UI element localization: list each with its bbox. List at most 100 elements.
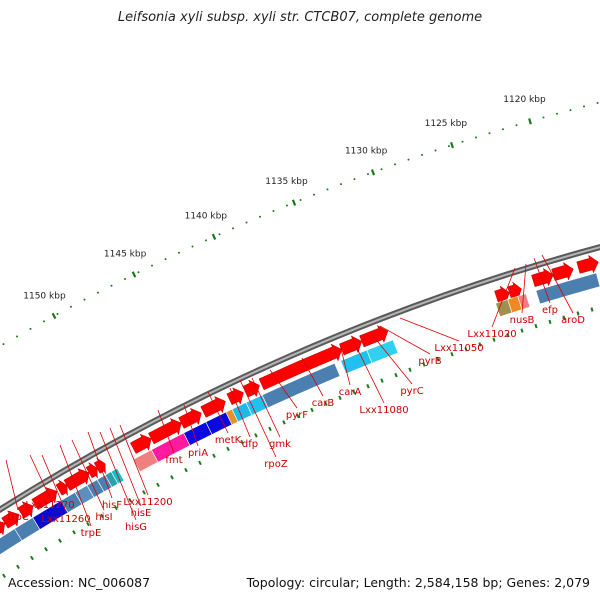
inner-tick [240,439,244,445]
forward-gene-4 [31,487,58,510]
callout-line [157,409,175,454]
inner-tick [422,362,426,367]
gene-label-lxx11270: Lxx11270 [25,500,74,511]
scale-major-tick [211,233,217,240]
gene-label-hise: hisE [131,508,152,519]
scale-minor-dot [556,112,558,115]
inner-tick [324,401,328,407]
gene-label-lxx11080: Lxx11080 [359,405,408,416]
inner-tick [100,513,104,519]
callout-line [521,263,527,314]
inner-tick [184,467,188,473]
gene-label-trpc: trpC [7,512,28,523]
scale-minor-dot [124,277,126,280]
gene-label-carb: carB [312,398,335,409]
callout-line [541,254,574,314]
inner-tick [310,407,314,413]
reverse-gene-lxx11080 [366,339,399,364]
inner-tick [338,395,342,401]
inner-tick [268,426,272,432]
inner-tick [506,332,510,338]
reverse-gene-arod [535,272,600,305]
scale-minor-dot [569,109,572,112]
inner-tick [576,311,580,316]
gene-label-nusb: nusB [510,315,535,326]
inner-tick [2,573,6,579]
gene-label-lxx11020: Lxx11020 [467,329,516,340]
inner-tick [114,505,118,511]
gene-label-pyrb: pyrB [418,356,441,367]
forward-gene-11 [178,407,202,429]
forward-gene-20 [576,254,599,274]
callout-line [269,369,298,409]
scale-minor-dot [2,343,5,346]
scale-major-tick [450,141,454,149]
inner-tick [590,307,594,312]
scale-major-tick [51,312,57,320]
gene-label-lxx11200: Lxx11200 [123,497,172,508]
inner-tick [492,337,496,342]
inner-tick [44,547,48,552]
inner-tick [450,352,454,357]
inner-tick [394,372,398,378]
callout-line [369,331,413,385]
scale-minor-dot [259,215,261,218]
callout-line [229,387,251,438]
topology-text: Topology: circular; Length: 2,584,158 bp… [246,575,590,590]
forward-gene-6 [63,468,90,491]
scale-minor-dot [475,136,477,139]
scale-minor-dot [191,245,194,248]
gene-label-metk: metK [215,435,242,446]
inner-tick [380,378,384,383]
inner-tick [72,530,76,535]
scale-label: 1120 kbp [503,95,546,105]
forward-gene-16 [339,335,363,356]
scale-label: 1130 kbp [345,146,388,156]
gene-label-pyrc: pyrC [400,386,423,397]
forward-gene-2 [1,510,20,529]
callout-line [71,439,105,511]
scale-minor-dot [515,124,518,127]
scale-minor-dot [461,140,464,143]
scale-minor-dot [97,291,99,294]
forward-gene-12 [200,395,226,418]
scale-minor-dot [542,116,545,119]
inner-tick [142,490,146,495]
scale-minor-dot [434,149,437,152]
forward-gene-1 [0,521,6,536]
inner-tick [282,420,286,425]
scale-label: 1125 kbp [425,119,468,129]
scale-major-tick [291,199,297,206]
scale-minor-dot [583,105,585,108]
scale-minor-dot [326,188,329,191]
scale-minor-dot [340,183,342,186]
callout-line [533,257,551,304]
callout-line [207,391,229,434]
forward-gene-8 [93,457,106,474]
inner-tick [366,384,370,389]
scale-minor-dot [16,335,18,338]
forward-gene-10 [148,418,182,445]
forward-gene-19 [551,261,574,281]
callout-line [41,454,67,513]
forward-gene-5 [55,479,68,496]
gene-label-pyrf: pyrF [286,410,308,421]
inner-tick [436,357,440,362]
reverse-gene-lxx11200 [110,467,125,485]
scale-minor-dot [313,193,315,196]
gene-label-hisf: hisF [102,500,122,511]
callout-line [29,454,51,499]
gene-label-hisg: hisG [125,522,147,533]
inner-tick [296,413,300,419]
scale-label: 1145 kbp [104,250,147,260]
callout-line [119,424,149,496]
callout-line [301,357,324,397]
callout-line [352,339,385,404]
gene-label-gmk: gmk [269,439,291,450]
scale-minor-dot [448,145,450,148]
callout-line [183,404,199,447]
gene-label-hisi: hisI [95,512,112,523]
scale-major-tick [370,169,376,176]
callout-line [251,377,281,438]
scale-minor-dot [164,258,167,261]
